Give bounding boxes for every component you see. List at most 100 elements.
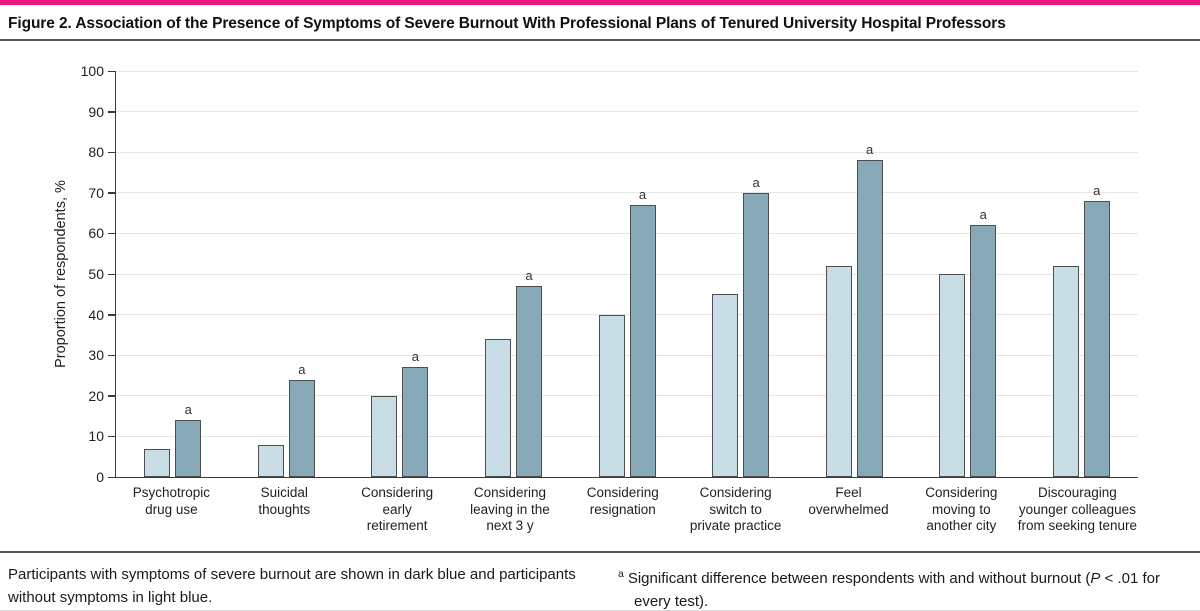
bar-with-burnout: a (515, 268, 542, 477)
significance-label: a (525, 268, 533, 284)
bar-without-burnout (939, 274, 966, 477)
gridline (116, 151, 1138, 153)
bar-with-burnout: a (402, 349, 429, 477)
bar-group: a (684, 71, 798, 477)
significance-label: a (638, 186, 647, 202)
y-tick-label: 10 (88, 428, 104, 445)
footnotes: Participants with symptoms of severe bur… (0, 553, 1200, 610)
bar-group: a (570, 71, 684, 477)
gridline (116, 192, 1138, 194)
y-tick-mark (108, 476, 116, 478)
bar-without-burnout (1052, 265, 1079, 477)
significance-footnote-text-prefix: Significant difference between responden… (627, 570, 1091, 587)
bar-group: a (457, 71, 571, 477)
bar-with-burnout: a (856, 142, 883, 477)
gridline (116, 232, 1138, 234)
y-tick-label: 30 (88, 347, 104, 364)
x-axis-category-labels: Psychotropic drug use Suicidal thoughts Co… (115, 485, 1137, 535)
x-category-label: Psychotropic drug use (115, 485, 228, 535)
y-tick-label: 70 (88, 184, 104, 201)
x-category-label-text: Psychotropic drug use (132, 485, 211, 517)
bar-with-burnout: a (743, 175, 770, 477)
x-category-label: Feel overwhelmed (792, 485, 905, 535)
y-tick-mark (108, 111, 116, 113)
y-tick-label: 80 (88, 144, 104, 161)
figure-accent-bar (0, 0, 1200, 5)
x-category-label: Suicidal thoughts (228, 485, 341, 535)
significance-footnote-p-symbol: P (1090, 570, 1101, 587)
significance-footnote: a Significant difference between responde… (618, 563, 1190, 610)
gridline (116, 70, 1138, 72)
bar-groups: a a a a a a a a a (116, 71, 1138, 477)
significance-footnote-text-suffix: < .01 for every test). (634, 570, 1161, 610)
bar-group: a (116, 71, 230, 477)
x-category-label-text: Considering early retirement (361, 485, 434, 533)
x-category-label-text: Considering moving to another city (925, 485, 998, 533)
bar-with-burnout: a (175, 402, 202, 477)
bar-chart: Proportion of respondents, % 0 10 20 30 40 50… (0, 41, 1200, 551)
x-category-label: Considering leaving in the next 3 y (454, 485, 567, 535)
bar-without-burnout (484, 338, 511, 477)
y-tick-label: 0 (96, 469, 104, 485)
bar-group: a (1025, 71, 1139, 477)
x-category-label-text: Feel overwhelmed (808, 485, 889, 517)
y-tick-label: 90 (88, 103, 104, 120)
x-category-label: Considering resignation (566, 485, 679, 535)
y-tick-label: 60 (88, 225, 104, 242)
y-tick-mark (108, 151, 116, 154)
bar-without-burnout (371, 395, 398, 477)
significance-footnote-marker: a (618, 568, 624, 580)
x-category-label: Considering moving to another city (905, 485, 1018, 535)
y-tick-mark (108, 192, 116, 194)
bar-group: a (911, 71, 1025, 477)
bar-without-burnout (712, 294, 739, 477)
title-divider (0, 39, 1200, 41)
y-tick-label: 100 (80, 63, 104, 79)
gridline (116, 111, 1138, 113)
x-category-label: Considering switch to private practice (679, 485, 792, 535)
gridline (116, 314, 1138, 316)
x-category-label: Considering early retirement (341, 485, 454, 535)
x-category-label-text: Discouraging younger colleagues from see… (1017, 485, 1138, 533)
plot-area: 0 10 20 30 40 50 60 70 80 90 100 a a a a a a a a a (81, 63, 1138, 485)
x-category-label-text: Considering resignation (586, 485, 659, 517)
footnote-divider (0, 551, 1200, 553)
gridline (116, 395, 1138, 397)
bar-with-burnout: a (288, 362, 315, 477)
x-category-label-text: Suicidal thoughts (258, 485, 311, 517)
bar-without-burnout (598, 314, 625, 477)
bar-with-burnout: a (1083, 183, 1110, 477)
y-tick-mark (108, 273, 116, 275)
significance-label: a (298, 361, 306, 377)
y-tick-label: 40 (88, 306, 104, 323)
bar-without-burnout (144, 448, 171, 477)
bar-group: a (343, 71, 457, 477)
y-tick-mark (108, 395, 116, 397)
gridline (116, 354, 1138, 356)
significance-label: a (979, 207, 987, 223)
significance-label: a (866, 142, 874, 158)
figure-title: Figure 2. Association of the Presence of… (8, 15, 1006, 32)
y-tick-label: 50 (88, 266, 104, 282)
y-tick-mark (108, 232, 116, 235)
figure-title-row: Figure 2. Association of the Presence of… (0, 5, 1200, 39)
x-category-label: Discouraging younger colleagues from see… (1018, 485, 1137, 535)
significance-label: a (1093, 182, 1101, 198)
x-category-label-text: Considering leaving in the next 3 y (470, 485, 550, 533)
bar-with-burnout: a (629, 187, 656, 477)
y-tick-mark (108, 70, 116, 72)
y-tick-mark (108, 354, 116, 357)
gridline (116, 435, 1138, 437)
gridline (116, 273, 1138, 275)
bar-without-burnout (825, 265, 852, 477)
bar-group: a (797, 71, 911, 477)
significance-label: a (184, 402, 192, 418)
bar-group: a (230, 71, 344, 477)
legend-footnote: Participants with symptoms of severe bur… (8, 566, 576, 606)
x-category-label-text: Considering switch to private practice (689, 485, 782, 533)
bar-without-burnout (257, 444, 284, 477)
y-tick-label: 20 (88, 387, 104, 404)
y-tick-mark (108, 314, 116, 316)
bar-with-burnout: a (970, 207, 997, 477)
